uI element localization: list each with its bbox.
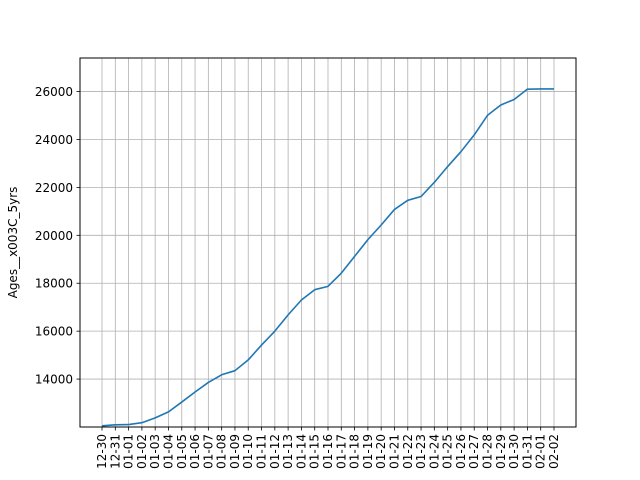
y-tick-label: 14000	[35, 373, 73, 387]
y-tick-label: 24000	[35, 133, 73, 147]
y-tick-label: 18000	[35, 277, 73, 291]
x-tick-label: 01-22	[401, 434, 415, 469]
x-tick-label: 12-31	[108, 434, 122, 469]
y-tick-label: 22000	[35, 181, 73, 195]
x-tick-label: 01-03	[148, 434, 162, 469]
series-layer	[101, 88, 554, 427]
y-axis-label: Ages__x003C_5yrs	[6, 187, 20, 299]
x-tick-label: 02-01	[534, 434, 548, 469]
x-tick-label: 01-23	[414, 434, 428, 469]
x-tick-label: 01-06	[188, 434, 202, 469]
x-tick-label: 01-07	[201, 434, 215, 469]
x-tick-label: 01-16	[321, 434, 335, 469]
x-tick-label: 01-11	[255, 434, 269, 469]
x-tick-label: 01-25	[441, 434, 455, 469]
x-tick-label: 01-13	[281, 434, 295, 469]
x-tick-label: 01-08	[215, 434, 229, 469]
x-tick-label: 01-14	[294, 434, 308, 469]
x-tick-label: 01-12	[268, 434, 282, 469]
x-tick-label: 01-27	[467, 434, 481, 469]
series-line	[101, 88, 554, 427]
x-tick-label: 01-05	[175, 434, 189, 469]
x-tick-label: 01-28	[481, 434, 495, 469]
x-tick-label: 01-17	[334, 434, 348, 469]
x-tick-label: 01-26	[454, 434, 468, 469]
x-tick-label: 02-02	[547, 434, 561, 469]
axis-layer: 12-30 12-31 01-01 01-02 01-03 01-04 01-05 01-06…	[35, 85, 561, 469]
y-tick-label: 16000	[35, 325, 73, 339]
x-tick-label: 01-21	[387, 434, 401, 469]
x-tick-label: 01-18	[348, 434, 362, 469]
x-tick-label: 01-24	[427, 434, 441, 469]
y-tick-label: 20000	[35, 229, 73, 243]
x-tick-label: 01-15	[308, 434, 322, 469]
x-tick-label: 01-19	[361, 434, 375, 469]
grid-layer	[80, 58, 576, 427]
x-tick-label: 01-09	[228, 434, 242, 469]
x-tick-label: 01-30	[507, 434, 521, 469]
x-tick-label: 01-02	[135, 434, 149, 469]
x-tick-label: 01-01	[122, 434, 136, 469]
x-tick-label: 12-30	[95, 434, 109, 469]
x-tick-label: 01-04	[161, 434, 175, 469]
x-tick-label: 01-10	[241, 434, 255, 469]
x-tick-label: 01-29	[494, 434, 508, 469]
x-tick-label: 01-20	[374, 434, 388, 469]
y-tick-label: 26000	[35, 85, 73, 99]
x-tick-label: 01-31	[520, 434, 534, 469]
